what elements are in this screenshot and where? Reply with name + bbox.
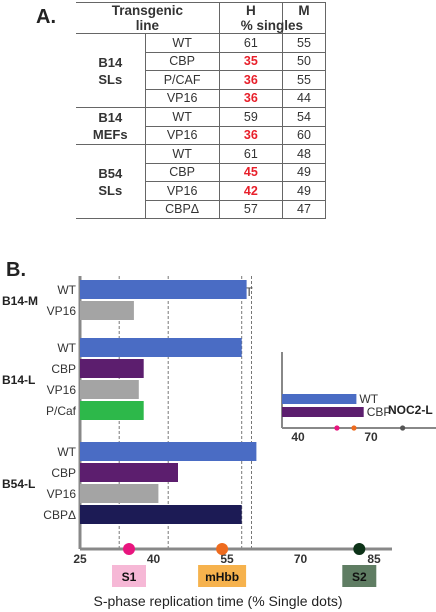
x-tick-label: 70: [294, 552, 308, 566]
group-label: B14-L: [2, 373, 35, 387]
h-value-cell: 36: [218, 125, 284, 145]
bar: [80, 359, 144, 378]
table-row: VP16 42 49: [76, 181, 326, 201]
m-value-cell: 60: [282, 125, 326, 145]
table-row: CBPΔ 57 47: [76, 199, 326, 219]
h-value-cell: 42: [218, 181, 284, 201]
marker-dot: [216, 543, 229, 555]
h-value-cell: 57: [218, 199, 284, 219]
m-column-header: M: [282, 2, 326, 34]
group-name-line: SLs: [98, 71, 123, 87]
inset-bar: [282, 394, 357, 404]
bar: [80, 380, 139, 399]
marker-box: [112, 565, 146, 587]
group-name-line: MEFs: [92, 127, 128, 142]
bar-label: CBP: [51, 362, 76, 376]
bar: [80, 484, 159, 503]
inset-marker-dot: [351, 425, 357, 431]
bar: [80, 301, 134, 320]
group-name-line: B14: [98, 110, 123, 125]
marker-dot: [353, 543, 366, 555]
bar: [80, 401, 144, 420]
variant-cell: WT: [144, 144, 220, 164]
m-value-cell: 48: [282, 144, 326, 164]
variant-cell: WT: [144, 107, 220, 127]
h-value-cell: 36: [218, 88, 284, 108]
m-column-label: M: [298, 3, 310, 18]
group-name-line: B54: [98, 165, 123, 181]
group-name-cell: B14 SLs: [76, 33, 146, 108]
h-column-label: H: [245, 3, 256, 18]
bar: [80, 442, 257, 461]
marker-label: S1: [122, 570, 137, 584]
bar-label: WT: [57, 341, 76, 355]
panel-a-label: A.: [36, 6, 56, 28]
marker-dot: [123, 543, 135, 555]
x-tick-label: 85: [367, 552, 381, 566]
bar: [80, 338, 242, 357]
bar-label: WT: [57, 445, 76, 459]
m-value-cell: 50: [282, 51, 326, 71]
panel-b-label: B.: [6, 259, 26, 281]
m-value-cell: 49: [282, 162, 326, 182]
inset-marker-dot: [400, 425, 406, 431]
bar: [80, 505, 242, 524]
x-tick-label: 55: [220, 552, 234, 566]
table-row: B14 SLs WT 61 55: [76, 33, 326, 108]
transgenic-line-header-line-2: line: [135, 18, 159, 33]
x-axis-title: S-phase replication time (% Single dots): [93, 593, 342, 609]
inset-x-tick-label: 70: [364, 430, 378, 444]
bar: [80, 463, 178, 482]
group-name-line: B14: [98, 54, 123, 70]
m-value-cell: 55: [282, 33, 326, 53]
m-value-cell: 44: [282, 88, 326, 108]
transgenic-singles-table: Transgenic line H % singles M B14 SLs WT 61…: [76, 2, 326, 219]
group-label: B14-M: [2, 294, 38, 308]
marker-box: [198, 565, 247, 587]
bar-label: VP16: [47, 304, 77, 318]
bar-label: CBPΔ: [43, 508, 76, 522]
marker-label: S2: [352, 570, 367, 584]
inset-bar-label: WT: [359, 392, 378, 406]
group-name-line: SLs: [98, 182, 123, 198]
x-tick-label: 25: [73, 552, 87, 566]
inset-marker-dot: [334, 425, 340, 431]
inset-title: NOC2-L: [388, 403, 433, 417]
marker-box: [342, 565, 377, 587]
bar-label: VP16: [47, 487, 77, 501]
variant-cell: VP16: [144, 125, 220, 145]
bar-label: P/Caf: [46, 404, 77, 418]
transgenic-line-header: Transgenic line: [76, 2, 220, 34]
h-value-cell: 45: [218, 162, 284, 182]
transgenic-line-header-line-1: Transgenic: [111, 3, 183, 18]
m-value-cell: 47: [282, 199, 326, 219]
h-value-cell: 36: [218, 70, 284, 90]
x-tick-label: 40: [147, 552, 161, 566]
inset-bar-label: CBP: [367, 405, 392, 419]
m-value-cell: 54: [282, 107, 326, 127]
bar-label: CBP: [51, 466, 76, 480]
h-column-header: H % singles: [218, 2, 303, 34]
percent-singles-label: % singles: [240, 18, 303, 33]
inset-bar: [282, 407, 364, 417]
bar: [80, 280, 247, 299]
table-row: VP16 36 60: [76, 125, 326, 145]
bar-label: VP16: [47, 383, 77, 397]
inset-x-tick-label: 40: [291, 430, 305, 444]
group-label: B54-L: [2, 477, 35, 491]
marker-label: mHbb: [205, 570, 239, 584]
h-value-cell: 61: [218, 144, 284, 164]
bar-label: WT: [57, 283, 76, 297]
table-row: CBP 45 49: [76, 162, 326, 182]
m-value-cell: 49: [282, 181, 326, 201]
